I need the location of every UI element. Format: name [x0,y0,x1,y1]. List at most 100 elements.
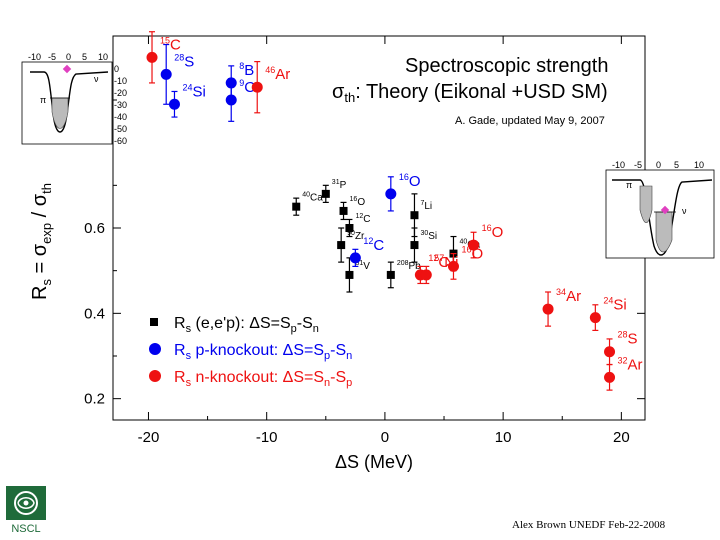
ee-point-8: 30Si [410,227,437,263]
x-axis-label: ΔS (MeV) [335,452,413,472]
pk-label-0: 28S [174,52,194,70]
ee-point-6: 208Pb [386,260,421,289]
y-tick-label-0: 0.2 [84,391,105,408]
ee-marker-1 [321,189,330,198]
ee-point-0: 40Ca [292,192,323,216]
logo-ring [14,491,38,515]
ee-marker-2 [339,206,348,215]
pk-point-1: 24Si [168,82,206,118]
inset-right-pi: π [626,180,632,190]
nk-point-9: 32Ar [604,355,643,391]
nk-label-8: 28S [618,330,638,348]
inset-right-tick-2: 0 [656,160,661,170]
ee-marker-3 [345,224,354,232]
inset-left-pi: π [40,95,46,105]
inset-left-ytick-1: -10 [114,76,127,86]
inset-left-tick-2: 0 [66,52,71,62]
nk-marker-9 [604,371,616,383]
ee-marker-5 [345,270,354,279]
nk-label-2: 16O [461,244,483,262]
ee-label-1: 31P [332,179,347,191]
nk-marker-2 [447,260,459,272]
nk-marker-1 [251,81,263,93]
ee-label-0: 40Ca [302,192,323,204]
pk-label-5: 12C [363,236,384,254]
ee-marker-6 [386,270,395,279]
nk-point-7: 24Si [589,296,627,331]
ee-point-4: 90Zr [337,227,365,263]
pk-label-3: 9C [239,78,255,96]
ee-label-7: 7Li [420,200,432,212]
legend-marker-pk [149,343,161,355]
ee-label-2: 16O [350,196,366,208]
inset-right-hatch-b [655,211,673,253]
inset-left-potential: π ν -10 -5 0 5 10 0 -10 -20 -30 -40 -50 … [21,52,127,146]
nk-point-5: 57Ni [420,253,458,285]
logo-text: NSCL [11,523,40,535]
nscl-logo: NSCL [4,484,48,536]
inset-left-curve [30,71,109,133]
inset-right-tick-1: -5 [634,160,642,170]
inset-right-tick-0: -10 [612,160,625,170]
subtitle-rest: : Theory (Eikonal +USD SM) [355,81,608,103]
chart-title: Spectroscopic strength [405,55,608,77]
pk-label-1: 24Si [182,82,205,100]
pk-marker-4 [385,188,397,200]
chart-subtitle: σth: Theory (Eikonal +USD SM) [332,81,608,105]
nk-label-4: 12C [428,253,449,271]
nk-point-6: 34Ar [542,287,581,327]
legend-text-nk: Rs n-knockout: ΔS=Sn-Sp [174,369,352,389]
inset-left-ytick-2: -20 [114,88,127,98]
inset-right-nu: ν [682,206,687,216]
nk-marker-7 [589,312,601,324]
ee-marker-0 [292,202,301,211]
axis-ticks: -20 -10 0 10 20 0.2 0.4 0.6 [84,36,645,446]
pk-label-2: 8B [239,61,254,79]
nk-point-3: 16O [468,223,503,259]
inset-left-box [21,61,113,145]
subtitle-sub: th [344,90,355,105]
pk-point-3: 9C [225,78,255,122]
nk-marker-8 [604,346,616,358]
y-axis-label: Rs = σexp / σth [29,183,54,300]
legend-text-ee: Rs (e,e'p): ΔS=Sp-Sn [174,315,319,335]
pk-point-4: 16O [385,172,421,212]
pk-marker-5 [349,252,361,264]
legend-text-pk: Rs p-knockout: ΔS=Sp-Sn [174,342,352,362]
ee-label-6: 208Pb [397,260,421,272]
nk-marker-3 [468,239,480,251]
nk-label-5: 57Ni [434,253,458,271]
ee-point-2: 16O [339,196,366,221]
footer-credit: Alex Brown UNEDF Feb-22-2008 [512,519,666,531]
inset-right-tick-4: 10 [694,160,704,170]
ee-marker-4 [337,241,346,250]
nk-label-6: 34Ar [556,287,581,305]
legend-entry-pk: Rs p-knockout: ΔS=Sp-Sn [149,342,352,362]
data-points: 40Ca31P16O12C90Zr51V208Pb7Li30Si40Ca28S2… [146,31,643,391]
ee-label-5: 51V [355,260,370,272]
pk-marker-3 [225,94,237,106]
chart-credit: A. Gade, updated May 9, 2007 [455,115,605,127]
nk-label-1: 46Ar [265,65,290,83]
x-tick-label-2: 0 [381,429,389,446]
legend-entry-nk: Rs n-knockout: ΔS=Sn-Sp [149,369,352,389]
nk-point-2: 16O [447,244,483,280]
nk-label-0: 15C [160,35,181,53]
x-tick-label-4: 20 [613,429,630,446]
pk-point-5: 12C [349,236,384,267]
nk-marker-6 [542,303,554,315]
y-tick-label-2: 0.6 [84,220,105,237]
inset-left-tick-4: 10 [98,52,108,62]
inset-left-ytick-4: -40 [114,112,127,122]
nk-marker-5 [420,269,432,281]
ee-point-3: 12C [345,213,370,238]
plot-frame [112,35,646,421]
pk-label-4: 16O [399,172,421,190]
ee-point-1: 31P [321,179,347,203]
inset-left-hatch [51,97,69,129]
inset-left-ytick-3: -30 [114,100,127,110]
nk-point-0: 15C [146,31,181,84]
ee-point-5: 51V [345,257,370,293]
pk-marker-0 [160,68,172,80]
